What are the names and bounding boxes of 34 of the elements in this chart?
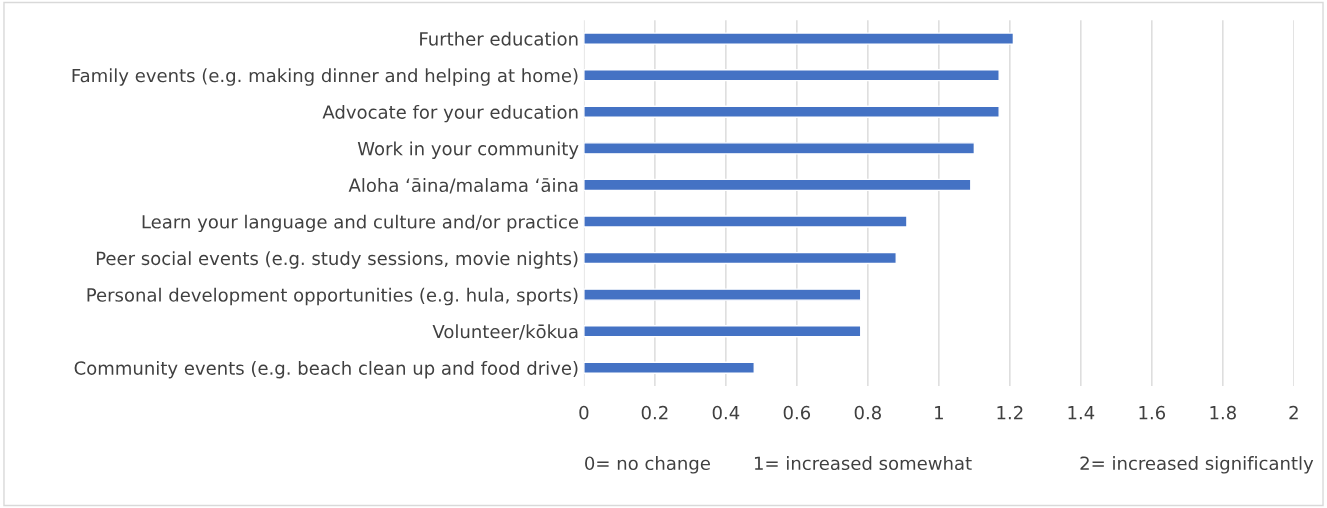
x-tick-label: 1.8 [1210, 405, 1236, 420]
x-tick-label: 1.2 [997, 405, 1023, 420]
y-tick-label: Work in your community [357, 141, 579, 159]
x-tick-label: 0.8 [854, 405, 881, 420]
y-tick-label: Volunteer/kōkua [432, 324, 578, 340]
x-tick-label: 0.2 [641, 405, 668, 420]
text: 2= increased significantly [1080, 456, 1314, 474]
bar [583, 361, 755, 374]
y-tick-label: Peer social events (e.g. study sessions, movie nights) [96, 251, 578, 269]
y-tick-label: Aloha ‘āina/malama ‘āina [348, 178, 578, 194]
text: 1= increased somewhat [754, 456, 972, 471]
bar [583, 215, 908, 228]
y-tick-label: Learn your language and culture and/or practice [142, 214, 579, 233]
x-tick-label: 1.4 [1068, 406, 1095, 420]
x-tick-label: 0.6 [783, 405, 811, 420]
bar [583, 69, 1000, 82]
bar [583, 142, 976, 155]
y-tick-label: Family events (e.g. making dinner and helping at home) [72, 68, 578, 86]
bar [583, 32, 1015, 45]
bar [583, 288, 862, 301]
y-tick-label: Community events (e.g. beach clean up and food drive) [74, 360, 578, 379]
y-tick-label: Further education [420, 31, 578, 46]
bar [583, 178, 972, 192]
x-tick-label: 1 [935, 406, 943, 420]
x-tick-label: 0 [579, 405, 589, 420]
y-tick-label: Advocate for your education [322, 104, 578, 123]
x-tick-label: 0.4 [712, 405, 740, 420]
text: 0= no change [585, 456, 710, 474]
bar [583, 251, 897, 265]
y-tick-label: Personal development opportunities (e.g. hula, sports) [87, 287, 578, 306]
x-tick-label: 2 [1289, 405, 1298, 420]
bar [583, 105, 1000, 118]
bar [583, 325, 862, 338]
x-tick-label: 1.6 [1139, 405, 1166, 420]
